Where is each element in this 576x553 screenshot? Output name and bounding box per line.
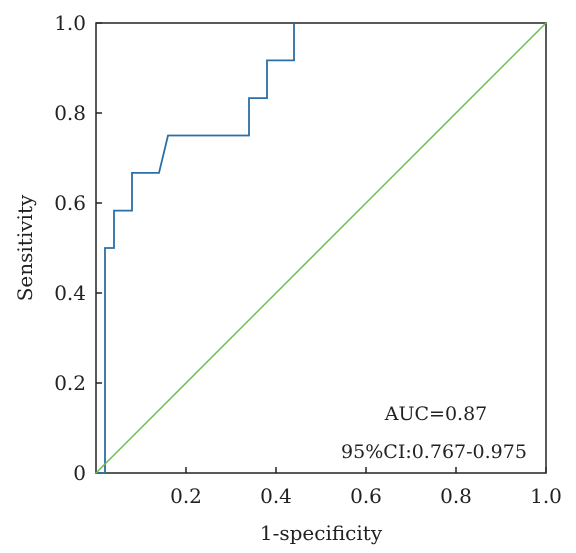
- reference-diagonal-line: [95, 22, 547, 474]
- x-tick-label: 0.6: [350, 484, 382, 508]
- y-tick-label: 0.4: [54, 281, 86, 305]
- x-tick-label: 0.2: [170, 484, 202, 508]
- y-axis-label: Sensitivity: [13, 194, 37, 301]
- x-tick-label: 0.8: [440, 484, 472, 508]
- y-tick-label: 0.6: [54, 191, 86, 215]
- roc-curve-line: [96, 23, 295, 474]
- y-tick-label: 0.8: [54, 101, 86, 125]
- auc-annotation: AUC=0.87: [384, 403, 488, 425]
- y-tick-label: 0.2: [54, 371, 86, 395]
- series-group: [95, 22, 547, 474]
- ci-annotation: 95%CI:0.767-0.975: [341, 441, 527, 463]
- x-tick-label: 0.4: [260, 484, 292, 508]
- x-axis-label: 1-specificity: [260, 521, 383, 545]
- axis-ticks: 0.2 0.4 0.6 0.8 1.0 0 0.2 0.4 0.6 0.8 1.0: [54, 11, 562, 508]
- y-tick-label: 1.0: [54, 11, 86, 35]
- y-tick-label: 0: [73, 461, 86, 485]
- x-tick-label: 1.0: [530, 484, 562, 508]
